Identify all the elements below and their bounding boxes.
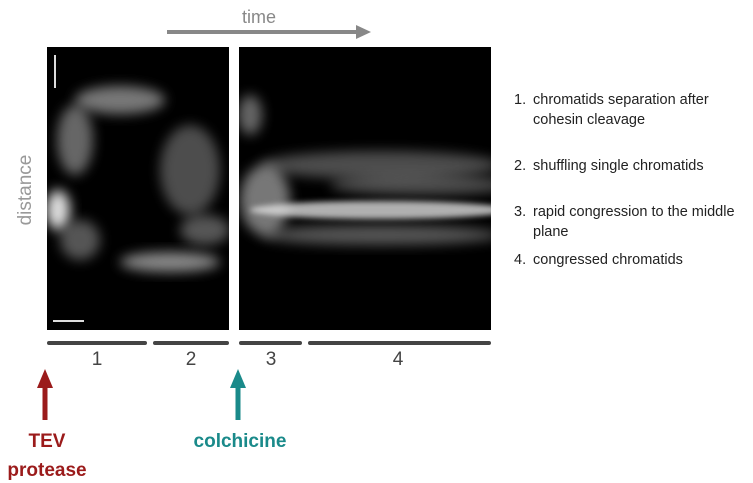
- legend-number: 4.: [514, 250, 533, 270]
- figure: time distance 1 2 3 4 TEV protease: [0, 0, 753, 483]
- legend-text: congressed chromatids: [533, 250, 683, 270]
- distance-label: distance: [15, 155, 36, 226]
- phase-bar: [239, 341, 302, 345]
- legend: 1.chromatids separation after cohesin cl…: [514, 90, 750, 278]
- colchicine-label: colchicine: [194, 431, 287, 452]
- legend-text: rapid congression to the middle plane: [533, 202, 750, 242]
- phase-label: 3: [266, 349, 277, 370]
- legend-text: shuffling single chromatids: [533, 156, 704, 176]
- phase-label: 4: [393, 349, 404, 370]
- tev-label: protease: [7, 460, 86, 481]
- legend-number: 1.: [514, 90, 533, 130]
- legend-number: 3.: [514, 202, 533, 242]
- phase-label: 1: [92, 349, 103, 370]
- time-arrowhead: [356, 25, 371, 39]
- legend-item: 1.chromatids separation after cohesin cl…: [514, 90, 750, 130]
- legend-item: 3.rapid congression to the middle plane: [514, 202, 750, 242]
- legend-item: 2.shuffling single chromatids: [514, 156, 750, 176]
- tev-arrowhead: [37, 369, 53, 388]
- phase-bar: [153, 341, 229, 345]
- legend-number: 2.: [514, 156, 533, 176]
- phase-bar: [308, 341, 491, 345]
- phase-bar: [47, 341, 147, 345]
- legend-text: chromatids separation after cohesin clea…: [533, 90, 750, 130]
- colchicine-arrowhead: [230, 369, 246, 388]
- tev-label: TEV: [29, 431, 66, 452]
- phase-label: 2: [186, 349, 197, 370]
- legend-item: 4.congressed chromatids: [514, 250, 750, 270]
- phase-bars: [47, 341, 491, 345]
- time-label: time: [242, 7, 276, 27]
